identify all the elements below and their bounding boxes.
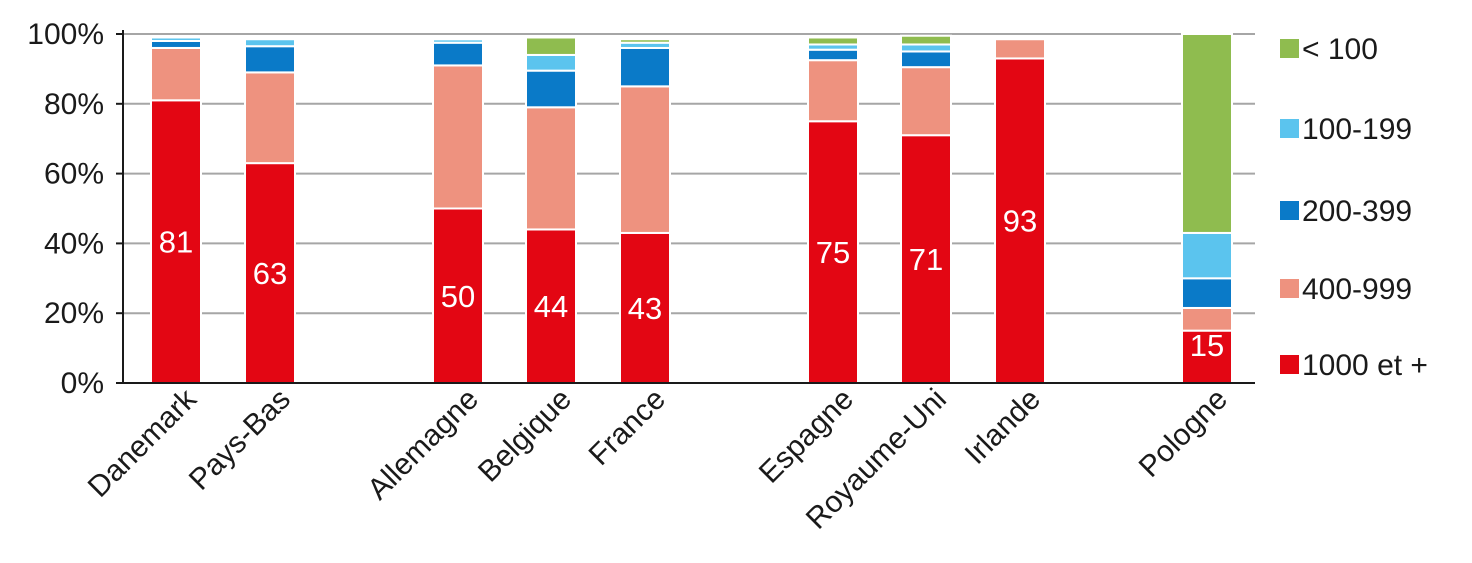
x-tick-label: Pologne [1133, 383, 1234, 484]
data-label: 75 [816, 235, 850, 270]
bar-segment [619, 85, 671, 234]
bar-segment [1181, 231, 1233, 280]
bar-segment [525, 53, 577, 72]
data-label: 81 [159, 225, 193, 260]
bar-segment [525, 36, 577, 56]
bar-segment [807, 120, 859, 384]
legend-swatch [1280, 201, 1299, 220]
data-label: 93 [1003, 204, 1037, 239]
data-label: 43 [628, 291, 662, 326]
y-tick-label: 80% [44, 88, 104, 121]
legend-label: 200-399 [1302, 195, 1412, 228]
bar-segment [900, 66, 952, 137]
y-tick-label: 100% [27, 18, 104, 51]
y-tick-label: 20% [44, 297, 104, 330]
bar-segment [619, 38, 671, 44]
x-tick-label: Allemagne [361, 383, 485, 507]
bar-segment [432, 41, 484, 67]
bar-segment [807, 48, 859, 62]
y-tick-label: 0% [61, 367, 104, 400]
legend: < 100 100-199 200-399 400-999 1000 et + [1280, 33, 1428, 382]
bar-segment [150, 99, 202, 384]
data-label: 63 [253, 256, 287, 291]
bar-segment [1181, 33, 1233, 234]
data-label: 50 [441, 279, 475, 314]
bar-segment [1181, 329, 1233, 384]
y-tick-label: 40% [44, 227, 104, 260]
bar-segment [900, 50, 952, 69]
data-label: 15 [1190, 328, 1224, 363]
bar-segment [900, 43, 952, 53]
legend-label: < 100 [1302, 33, 1378, 66]
bar-segment [525, 69, 577, 109]
x-tick-label: Belgique [472, 383, 578, 489]
data-label: 71 [909, 242, 943, 277]
legend-label: 1000 et + [1302, 349, 1428, 382]
bar-segment [244, 71, 296, 165]
bar-segment [150, 39, 202, 49]
bar-segment [244, 38, 296, 48]
bar-segment [432, 36, 484, 41]
bar-segment [994, 38, 1046, 60]
x-tick-label: Danemark [82, 382, 204, 504]
bar-segment [807, 59, 859, 123]
legend-swatch [1280, 39, 1299, 58]
bar-segment [150, 46, 202, 102]
bar-segment [619, 46, 671, 88]
legend-label: 100-199 [1302, 113, 1412, 146]
bar-segment [244, 45, 296, 74]
bar-segment [1181, 277, 1233, 309]
bar-segment [432, 64, 484, 210]
bar-segment [900, 134, 952, 384]
gridlines [123, 33, 1255, 315]
x-tick-label: Pays-Bas [183, 383, 297, 497]
bar-segment [619, 231, 671, 384]
bar-segment [900, 34, 952, 46]
data-label: 44 [534, 289, 568, 324]
legend-swatch [1280, 279, 1299, 298]
bar-segment [525, 228, 577, 384]
legend-swatch [1280, 119, 1299, 138]
bar-segment [150, 36, 202, 42]
legend-swatch [1280, 355, 1299, 374]
x-tick-label: France [583, 383, 672, 472]
x-tick-label: Irlande [959, 383, 1047, 471]
bar-segment [807, 36, 859, 46]
legend-label: 400-999 [1302, 273, 1412, 306]
bars [150, 33, 1233, 385]
y-tick-label: 60% [44, 158, 104, 191]
bar-segment [525, 106, 577, 231]
data-labels: 81 63 50 44 43 75 71 93 15 [159, 204, 1224, 363]
